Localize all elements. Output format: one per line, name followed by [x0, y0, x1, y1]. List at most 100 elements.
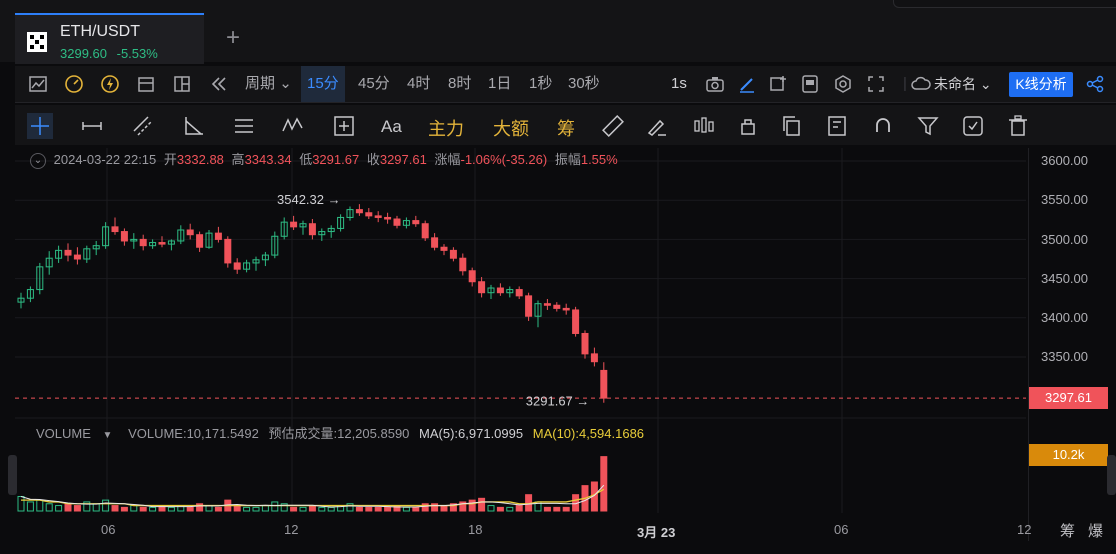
volume-bar: [393, 505, 401, 512]
magnet-icon[interactable]: [870, 113, 896, 139]
candle-body: [26, 289, 34, 299]
scroll-right-handle[interactable]: [1107, 455, 1116, 495]
candle-body: [261, 254, 269, 261]
pen-icon[interactable]: [736, 73, 758, 95]
burst-toggle[interactable]: 爆: [1088, 523, 1104, 540]
candle-body: [205, 232, 213, 248]
angle-tool-icon[interactable]: [181, 113, 207, 139]
candle-body: [506, 289, 514, 294]
layout-name-dropdown[interactable]: 未命名 ⌄: [934, 76, 992, 92]
volume-bar: [55, 505, 63, 512]
chips-tool[interactable]: 筹: [557, 119, 575, 139]
main-force-tool[interactable]: 主力: [428, 119, 464, 139]
chart-toolbar: 周期 ⌄ 15分 45分 4时 8时 1日 1秒 30秒 1s | 未命名 ⌄: [15, 66, 1116, 103]
refresh-rate[interactable]: 1s: [671, 75, 687, 92]
volume-bar: [130, 505, 138, 512]
chips-toggle[interactable]: 筹: [1060, 523, 1076, 540]
ruler-icon[interactable]: [600, 113, 626, 139]
current-price-tag: 3297.61: [1029, 387, 1108, 409]
symbol-tab[interactable]: ETH/USDT 3299.60 -5.53%: [15, 13, 204, 64]
lock-icon[interactable]: [735, 113, 761, 139]
add-tab-button[interactable]: +: [226, 24, 241, 51]
trash-icon[interactable]: [1005, 113, 1031, 139]
interval-30s[interactable]: 30秒: [568, 75, 600, 92]
interval-45m[interactable]: 45分: [358, 75, 390, 92]
indicator-gauge-icon[interactable]: [63, 73, 85, 95]
candle-body: [36, 266, 44, 291]
volume-bar: [83, 501, 91, 512]
price-chart[interactable]: 3542.32 → 3291.67 →: [15, 148, 1026, 541]
volume-bar: [139, 506, 147, 512]
crosshair-icon[interactable]: [27, 113, 53, 139]
candle-body: [478, 281, 486, 294]
flash-icon[interactable]: [99, 73, 121, 95]
volume-bar: [120, 506, 128, 512]
horizontal-line-icon[interactable]: [79, 113, 105, 139]
wave-tool-icon[interactable]: [280, 113, 306, 139]
interval-4h[interactable]: 4时: [407, 75, 431, 92]
toolbar-divider: |: [903, 75, 907, 92]
chart-type-icon[interactable]: [27, 73, 49, 95]
kline-analysis-button[interactable]: K线分析: [1009, 72, 1073, 97]
copy-icon[interactable]: [779, 113, 805, 139]
large-order-tool[interactable]: 大额: [493, 119, 529, 139]
collapse-chevron-icon[interactable]: ⌄: [30, 152, 46, 169]
fib-retracement-icon[interactable]: [231, 113, 257, 139]
candle-body: [468, 270, 476, 283]
volume-bar: [431, 503, 439, 512]
text-tool[interactable]: Aa: [381, 117, 402, 136]
price-axis[interactable]: [1028, 148, 1116, 541]
measure-box-icon[interactable]: [331, 113, 357, 139]
candle-body: [515, 289, 523, 297]
candle-body: [102, 226, 110, 247]
settings-icon[interactable]: [832, 73, 854, 95]
volume-bar: [449, 503, 457, 512]
y-tick-label: 3500.00: [1041, 232, 1088, 247]
volume-indicator-name[interactable]: VOLUME: [36, 426, 91, 441]
last-price: 3299.60: [60, 46, 107, 61]
volume-bar: [233, 505, 241, 512]
candle-body: [431, 237, 439, 248]
share-icon[interactable]: [1084, 73, 1106, 95]
volume-bar: [17, 496, 25, 512]
estimated-volume: 预估成交量:12,205.8590: [268, 426, 410, 441]
volume-bar: [374, 506, 382, 512]
open-label: 开: [163, 152, 177, 167]
candle-body: [158, 242, 166, 245]
candles-icon[interactable]: [691, 113, 717, 139]
volume-bar: [459, 501, 467, 512]
volume-bar: [196, 503, 204, 512]
interval-15m[interactable]: 15分: [301, 66, 345, 102]
fullscreen-icon[interactable]: [865, 73, 887, 95]
replay-icon[interactable]: [208, 73, 230, 95]
period-dropdown[interactable]: 周期 ⌄: [245, 75, 292, 92]
volume-bar: [45, 503, 53, 512]
candle-body: [111, 226, 119, 233]
x-tick-12: 12: [284, 522, 299, 537]
volume-bar: [26, 501, 34, 512]
cloud-icon[interactable]: [910, 73, 932, 95]
search-box-edge[interactable]: [893, 0, 1116, 8]
interval-8h[interactable]: 8时: [448, 75, 472, 92]
filter-icon[interactable]: [915, 113, 941, 139]
layout-icon[interactable]: [171, 73, 193, 95]
candle-body: [308, 223, 316, 236]
volume-bar: [252, 506, 260, 512]
chevron-down-icon[interactable]: ▼: [102, 430, 113, 441]
interval-1s[interactable]: 1秒: [529, 75, 553, 92]
template-icon[interactable]: [799, 73, 821, 95]
camera-icon[interactable]: [704, 73, 726, 95]
add-drawing-icon[interactable]: [767, 73, 789, 95]
scroll-left-handle[interactable]: [8, 455, 17, 495]
parallel-channel-icon[interactable]: [130, 113, 156, 139]
brush-icon[interactable]: [644, 113, 670, 139]
sync-icon[interactable]: [960, 113, 986, 139]
calendar-icon[interactable]: [135, 73, 157, 95]
open-value: 3332.88: [176, 152, 224, 167]
edit-list-icon[interactable]: [825, 113, 851, 139]
candle-body: [449, 249, 457, 259]
volume-bar: [214, 506, 222, 512]
interval-1d[interactable]: 1日: [488, 75, 512, 92]
volume-bar: [186, 506, 194, 512]
candle-body: [553, 304, 561, 309]
